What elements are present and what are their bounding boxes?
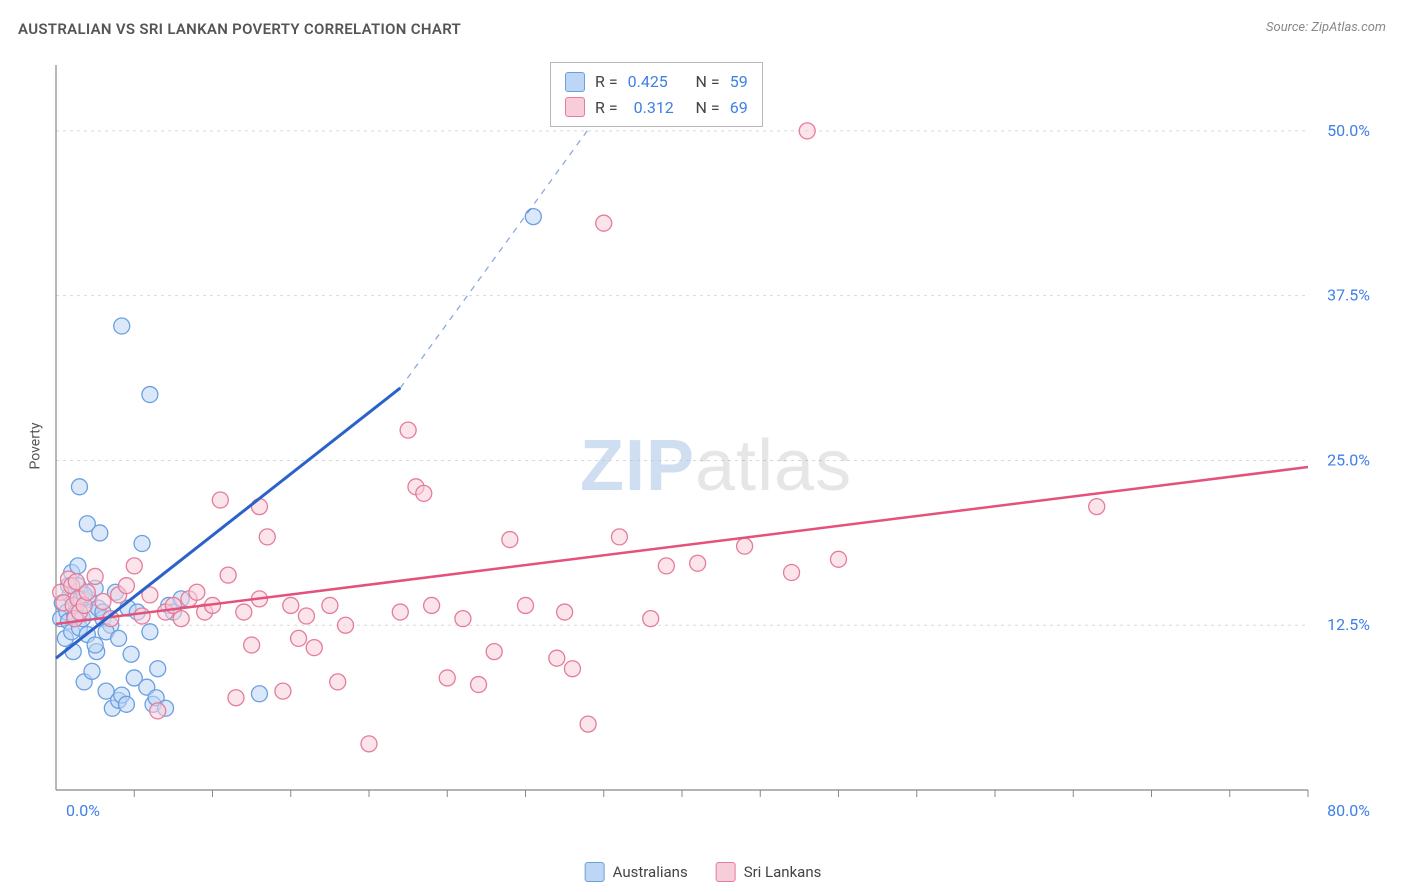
- svg-text:37.5%: 37.5%: [1327, 286, 1370, 305]
- source-attribution: Source: ZipAtlas.com: [1266, 20, 1386, 35]
- stats-row-srilankans: R = 0.312 N = 69: [565, 95, 748, 121]
- plot-area: 12.5% 25.0% 37.5% 50.0% 0.0% 80.0%: [48, 55, 1378, 830]
- svg-text:25.0%: 25.0%: [1327, 450, 1370, 469]
- svg-text:12.5%: 12.5%: [1327, 615, 1370, 634]
- scatter-chart: 12.5% 25.0% 37.5% 50.0% 0.0% 80.0%: [48, 55, 1378, 830]
- swatch-australians: [565, 72, 585, 92]
- legend-swatch-australians: [585, 862, 605, 882]
- legend-item-australians: Australians: [585, 862, 688, 882]
- legend-label: Australians: [613, 863, 688, 881]
- stats-row-australians: R = 0.425 N = 59: [565, 69, 748, 95]
- legend: Australians Sri Lankans: [585, 862, 822, 882]
- svg-text:0.0%: 0.0%: [66, 801, 100, 820]
- svg-text:50.0%: 50.0%: [1327, 121, 1370, 140]
- legend-item-srilankans: Sri Lankans: [716, 862, 822, 882]
- legend-swatch-srilankans: [716, 862, 736, 882]
- chart-title: AUSTRALIAN VS SRI LANKAN POVERTY CORRELA…: [18, 20, 461, 38]
- correlation-stats-box: R = 0.425 N = 59 R = 0.312 N = 69: [550, 62, 763, 127]
- svg-text:80.0%: 80.0%: [1327, 801, 1370, 820]
- y-axis-label: Poverty: [28, 422, 44, 469]
- legend-label: Sri Lankans: [744, 863, 822, 881]
- swatch-srilankans: [565, 97, 585, 117]
